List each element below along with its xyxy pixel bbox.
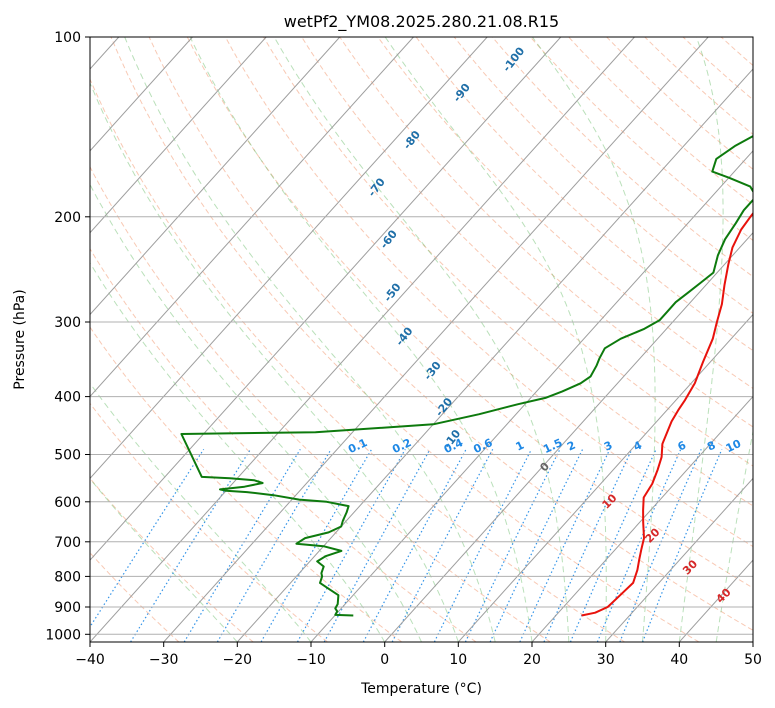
dry-adiabat (90, 78, 625, 642)
isotherm-line (752, 641, 753, 642)
dry-adiabat (186, 37, 753, 589)
y-tick-label: 500 (54, 448, 81, 464)
moist-adiabat (90, 261, 386, 642)
x-tick-label: −40 (75, 652, 105, 668)
dry-adiabat (90, 165, 551, 642)
y-tick-label: 200 (54, 210, 81, 226)
x-tick-label: 10 (449, 652, 467, 668)
isotherm-line (457, 313, 753, 642)
isotherm-line (384, 232, 753, 642)
dry-adiabat (224, 37, 753, 548)
mixing-ratio-line (519, 449, 611, 642)
dry-adiabat (377, 37, 753, 390)
moist-adiabat (90, 477, 238, 642)
mixing-ratio-line (130, 448, 251, 642)
isotherm-line (90, 37, 488, 480)
x-tick-label: 30 (597, 652, 615, 668)
isotherm-line (90, 37, 562, 561)
y-tick-label: 300 (54, 315, 81, 331)
y-tick-label: 700 (54, 535, 81, 551)
moist-adiabat (273, 37, 570, 642)
dry-adiabat (339, 37, 753, 428)
dewpoint-line (180, 134, 753, 617)
chart-title: wetPf2_YM08.2025.280.21.08.R15 (284, 12, 559, 32)
moist-adiabat (189, 37, 533, 642)
isotherm-line (90, 37, 414, 398)
mixing-ratio-line (90, 448, 205, 628)
moist-adiabat (124, 37, 496, 642)
y-tick-label: 800 (54, 569, 81, 585)
isotherm-line (90, 37, 341, 316)
background-lines (90, 37, 753, 642)
moist-adiabat (90, 81, 459, 642)
isotherm-line (310, 150, 753, 642)
x-tick-label: −30 (149, 652, 179, 668)
mixing-ratio-line (216, 448, 332, 642)
y-tick-label: 900 (54, 600, 81, 616)
dry-adiabat (263, 37, 753, 507)
x-tick-label: −10 (296, 652, 326, 668)
moist-adiabat (90, 183, 422, 642)
moist-adiabat (678, 37, 724, 642)
mixing-ratio-line (642, 449, 723, 642)
mixing-ratio-label: 10 (724, 437, 744, 455)
x-tick-label: 0 (380, 652, 389, 668)
mixing-ratio-line (489, 449, 584, 642)
temperature-line (581, 211, 753, 617)
y-axis-label: Pressure (hPa) (12, 289, 28, 389)
x-tick-label: 40 (670, 652, 688, 668)
isotherm-line (236, 68, 753, 642)
moist-adiabat (715, 429, 753, 642)
isotherm-line (90, 37, 635, 642)
plot-frame (89, 36, 754, 643)
y-tick-label: 400 (54, 390, 81, 406)
mixing-ratio-line (619, 449, 702, 642)
isotherm-line (531, 395, 753, 642)
y-tick-label: 100 (54, 30, 81, 46)
isotherm-line (163, 37, 709, 642)
isotherm-line (90, 37, 267, 234)
x-tick-label: 50 (744, 652, 762, 668)
x-axis-ticks: −40 −30 −20 −10 0 10 20 30 40 50 (75, 642, 762, 668)
x-axis-label: Temperature (°C) (360, 681, 482, 697)
x-tick-label: −20 (223, 652, 253, 668)
mixing-ratio-line (362, 449, 467, 642)
isotherm-line (605, 477, 753, 642)
mixing-ratio-line (391, 449, 494, 642)
dry-adiabat (148, 37, 753, 631)
dry-adiabat (453, 37, 753, 314)
x-tick-label: 20 (523, 652, 541, 668)
y-axis-ticks: 1000 900 800 700 600 500 400 300 200 100 (45, 30, 90, 643)
moist-adiabat (384, 37, 607, 642)
y-tick-label: 600 (54, 495, 81, 511)
profile-lines (180, 134, 753, 617)
dry-adiabat (90, 402, 328, 642)
dry-adiabat (110, 37, 700, 642)
moist-adiabat (531, 37, 656, 642)
isotherm-line (90, 37, 193, 152)
y-tick-label: 1000 (45, 627, 81, 643)
